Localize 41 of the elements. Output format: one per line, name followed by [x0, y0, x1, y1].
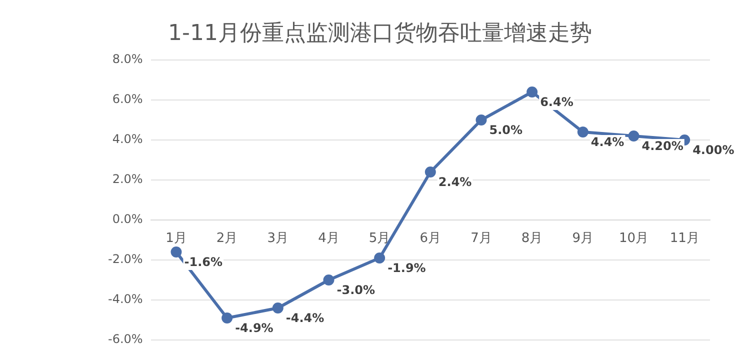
- point: [476, 114, 487, 126]
- point: [526, 86, 538, 98]
- y-tick-label: 0.0%: [112, 212, 143, 226]
- data-label: 4.4%: [590, 135, 624, 150]
- y-tick-label: 2.0%: [112, 172, 143, 186]
- x-tick-label: 2月: [216, 231, 238, 246]
- data-label: -4.4%: [286, 311, 324, 326]
- y-tick-label: 4.0%: [112, 132, 143, 146]
- x-tick-label: 7月: [470, 231, 492, 246]
- data-label: 6.4%: [540, 95, 574, 110]
- x-tick-label: 10月: [618, 231, 649, 246]
- x-tick-label: 9月: [572, 231, 594, 246]
- x-tick-label: 8月: [521, 231, 543, 246]
- data-label: 5.0%: [489, 123, 523, 138]
- point: [424, 166, 436, 178]
- data-label: -1.6%: [184, 255, 222, 270]
- point: [170, 246, 182, 258]
- data-label: -1.9%: [388, 261, 426, 276]
- point: [323, 274, 334, 286]
- y-tick-label: 6.0%: [112, 92, 143, 106]
- point: [577, 126, 588, 138]
- y-tick-label: -2.0%: [108, 252, 143, 266]
- point: [628, 130, 640, 142]
- point: [272, 302, 284, 314]
- point: [222, 312, 233, 324]
- y-tick-label: 8.0%: [112, 52, 143, 66]
- data-label: -3.0%: [336, 283, 376, 298]
- y-tick-label: -4.0%: [108, 292, 143, 306]
- data-label: 4.00%: [692, 143, 734, 158]
- x-tick-label: 5月: [368, 231, 390, 246]
- data-label: 2.4%: [438, 175, 472, 190]
- x-tick-label: 3月: [267, 231, 289, 246]
- y-tick-label: -6.0%: [108, 332, 143, 346]
- data-label: 4.20%: [642, 139, 684, 154]
- x-tick-label: 11月: [670, 231, 700, 246]
- chart-title: 1-11月份重点监测港口货物吞吐量增速走势: [167, 20, 593, 48]
- data-label: -4.9%: [235, 321, 274, 336]
- x-tick-label: 6月: [420, 231, 442, 246]
- point: [374, 252, 386, 264]
- x-tick-label: 4月: [318, 231, 340, 246]
- x-tick-label: 1月: [166, 231, 187, 246]
